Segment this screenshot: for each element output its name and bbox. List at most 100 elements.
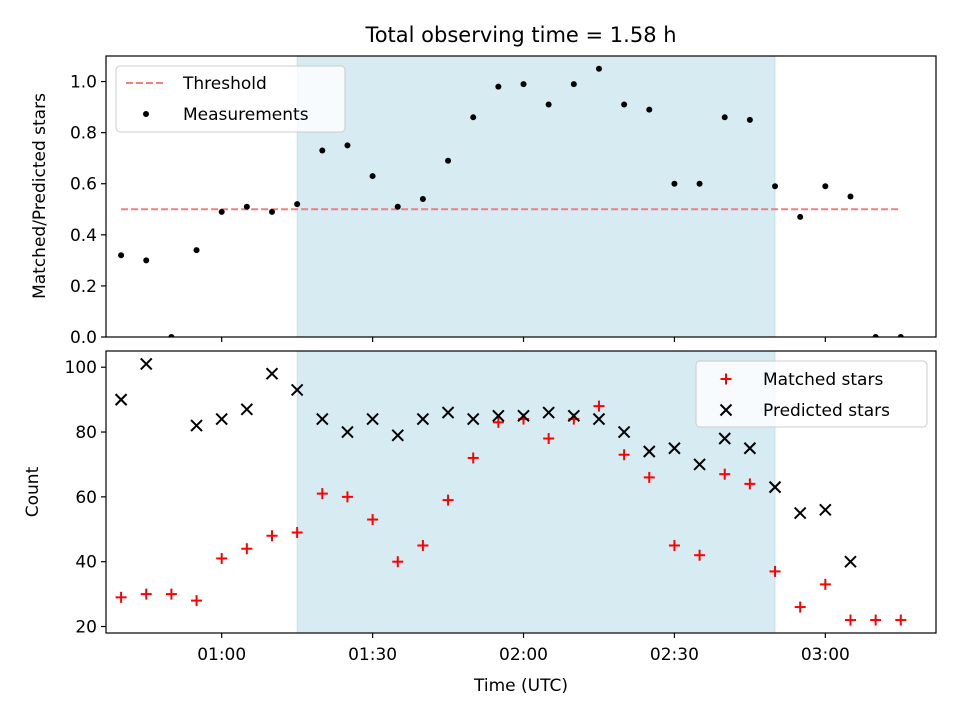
matched-star-point xyxy=(870,614,882,626)
predicted-star-point xyxy=(643,445,656,458)
matched-star-point xyxy=(643,471,655,483)
top-panel: 0.0 0.2 0.4 0.6 0.8 1.0 Threshold Measurements xyxy=(70,55,937,348)
matched-star-point xyxy=(115,591,127,603)
predicted-star-point xyxy=(290,383,304,397)
matched-star-point xyxy=(694,549,706,561)
measurement-point xyxy=(520,81,527,88)
matched-star-point xyxy=(316,488,328,500)
measurement-point xyxy=(269,208,275,215)
predicted-star-point xyxy=(416,412,430,426)
measurement-point xyxy=(344,142,351,149)
predicted-star-point xyxy=(316,412,329,426)
predicted-star-point xyxy=(718,432,731,445)
bottom-y-tick-label: 20 xyxy=(75,618,97,638)
top-y-axis-label: Matched/Predicted stars xyxy=(30,93,50,299)
predicted-star-point xyxy=(542,406,555,419)
x-axis-label: Time (UTC) xyxy=(473,676,568,696)
bottom-panel: 20 40 60 80 100 01:00 01:30 02:00 02:30 03:00 Matc… xyxy=(65,350,937,665)
top-y-tick-label: 0.2 xyxy=(70,277,97,297)
predicted-star-point xyxy=(492,409,505,423)
matched-star-point xyxy=(140,588,152,600)
predicted-star-point xyxy=(768,480,782,494)
legend-measurement-swatch xyxy=(143,111,149,117)
matched-star-point xyxy=(593,400,605,412)
matched-star-point xyxy=(442,494,454,506)
measurement-point xyxy=(143,257,150,264)
predicted-star-point xyxy=(240,403,254,416)
matched-star-point xyxy=(341,491,353,503)
measurement-point xyxy=(646,106,653,113)
predicted-star-point xyxy=(140,357,153,371)
x-tick-label: 03:00 xyxy=(801,645,850,665)
matched-star-point xyxy=(895,614,907,626)
top-y-tick-label: 1.0 xyxy=(70,73,97,93)
matched-star-point xyxy=(543,433,555,445)
matched-star-point xyxy=(618,449,630,461)
matched-star-point xyxy=(492,416,504,428)
matched-star-point xyxy=(819,578,831,590)
predicted-star-point xyxy=(441,406,455,419)
figure-title: Total observing time = 1.58 h xyxy=(364,23,676,47)
measurement-point xyxy=(872,334,879,337)
bottom-legend: Matched stars Predicted stars xyxy=(695,360,928,428)
legend-matched-swatch xyxy=(720,373,732,385)
predicted-star-point xyxy=(114,393,128,406)
top-legend: Threshold Measurements xyxy=(115,65,346,133)
predicted-star-point xyxy=(467,412,480,426)
measurement-point xyxy=(319,147,326,154)
matched-star-point xyxy=(719,468,731,480)
top-y-tick-label: 0.4 xyxy=(70,226,97,246)
matched-star-point xyxy=(191,595,203,607)
measurement-point xyxy=(671,180,678,187)
measurement-point xyxy=(419,196,426,203)
top-y-tick-label: 0.0 xyxy=(70,328,97,348)
predicted-star-point xyxy=(567,409,581,423)
matched-star-point xyxy=(392,556,404,568)
predicted-star-point xyxy=(693,458,706,471)
bottom-legend-box xyxy=(695,360,928,428)
measurement-point xyxy=(168,334,175,337)
matched-star-point xyxy=(241,543,253,555)
top-observing-window xyxy=(296,55,776,338)
matched-star-point xyxy=(844,614,856,626)
matched-star-point xyxy=(467,452,479,464)
x-tick-label: 02:30 xyxy=(650,645,699,665)
legend-threshold-label: Threshold xyxy=(182,74,267,94)
measurement-point xyxy=(595,65,602,72)
predicted-star-point xyxy=(341,425,354,439)
matched-star-point xyxy=(291,527,303,539)
matched-star-point xyxy=(794,601,806,613)
measurement-point xyxy=(897,334,904,337)
measurement-point xyxy=(696,180,703,187)
predicted-star-point xyxy=(819,503,832,517)
matched-star-point xyxy=(744,478,756,490)
matched-star-point xyxy=(367,514,379,526)
predicted-star-point xyxy=(265,367,279,380)
matched-star-point xyxy=(165,588,177,600)
measurement-point xyxy=(394,203,401,210)
matched-star-point xyxy=(769,565,781,577)
top-y-tick-label: 0.8 xyxy=(70,124,97,144)
bottom-y-tick-label: 100 xyxy=(65,358,97,378)
measurement-point xyxy=(822,183,829,190)
legend-predicted-label: Predicted stars xyxy=(763,401,890,421)
predicted-star-point xyxy=(190,419,203,432)
bottom-y-axis-label: Count xyxy=(23,466,43,517)
legend-matched-label: Matched stars xyxy=(763,370,883,390)
measurement-point xyxy=(294,201,301,208)
measurement-point xyxy=(772,183,779,190)
bottom-y-tick-label: 40 xyxy=(75,553,97,573)
measurement-point xyxy=(721,114,728,121)
measurement-point xyxy=(243,203,250,210)
predicted-star-point xyxy=(366,412,379,426)
predicted-star-point xyxy=(743,442,757,455)
measurement-point xyxy=(218,208,225,215)
measurement-point xyxy=(746,116,753,123)
bottom-axes-frame xyxy=(105,350,937,634)
matched-star-point xyxy=(417,539,429,551)
legend-measurement-label: Measurements xyxy=(183,105,309,125)
top-legend-box xyxy=(115,65,346,133)
bottom-y-tick-label: 60 xyxy=(75,488,97,508)
